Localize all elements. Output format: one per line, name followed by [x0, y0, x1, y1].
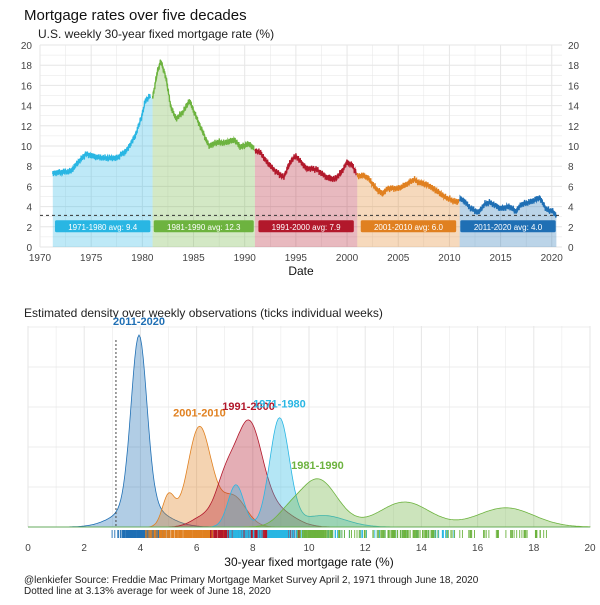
y-tick-label-right: 8: [568, 162, 574, 173]
x-tick-label: 6: [194, 543, 200, 554]
density-label-2011-2020: 2011-2020: [113, 316, 165, 328]
y-tick-label-right: 12: [568, 122, 580, 133]
decade-area-1971-1980: [52, 93, 153, 248]
x-tick-label: 2010: [438, 253, 461, 264]
x-tick-label: 8: [250, 543, 256, 554]
caption-note: Dotted line at 3.13% average for week of…: [24, 586, 271, 597]
density-label-1981-1990: 1981-1990: [291, 460, 344, 472]
x-tick-label: 1990: [234, 253, 257, 264]
avg-label-text: 1971-1980 avg: 9.4: [68, 223, 137, 232]
y-tick-label-right: 20: [568, 41, 580, 52]
x-tick-label: 1975: [80, 253, 103, 264]
y-tick-label-left: 2: [26, 223, 32, 234]
x-tick-label: 10: [303, 543, 315, 554]
rate-line-1981-1990: [151, 59, 255, 151]
x-tick-label: 4: [138, 543, 144, 554]
rate-line-2011-2020: [459, 194, 557, 218]
x-tick-label: 2: [81, 543, 87, 554]
avg-label-1981-1990: 1981-1990 avg: 12.3: [153, 220, 254, 233]
rate-line-1971-1980: [52, 93, 152, 178]
x-axis-label: 30-year fixed mortgage rate (%): [224, 555, 393, 569]
rate-line-2001-2010: [356, 172, 460, 206]
y-tick-label-left: 20: [21, 41, 33, 52]
y-tick-label-left: 12: [21, 122, 33, 133]
avg-label-box: [54, 220, 151, 233]
avg-label-1991-2000: 1991-2000 avg: 7.9: [258, 220, 354, 233]
x-tick-label: 16: [472, 543, 484, 554]
chart-title: Mortgage rates over five decades: [24, 7, 247, 24]
y-tick-label-right: 18: [568, 61, 580, 72]
y-tick-label-right: 14: [568, 102, 580, 113]
y-tick-label-left: 8: [26, 162, 32, 173]
x-tick-label: 2000: [336, 253, 359, 264]
caption-source: @lenkiefer Source: Freddie Mac Primary M…: [24, 575, 479, 586]
x-tick-label: 2020: [541, 253, 564, 264]
x-tick-label: 20: [584, 543, 596, 554]
y-tick-label-right: 10: [568, 142, 580, 153]
avg-label-box: [460, 220, 556, 233]
y-tick-label-left: 14: [21, 102, 33, 113]
x-tick-label: 1995: [285, 253, 308, 264]
avg-label-box: [153, 220, 254, 233]
avg-label-2001-2010: 2001-2010 avg: 6.0: [360, 220, 457, 233]
avg-label-2011-2020: 2011-2020 avg: 4.0: [460, 220, 556, 233]
density-chart-title: Estimated density over weekly observatio…: [24, 306, 383, 320]
x-tick-label: 1985: [182, 253, 205, 264]
x-tick-label: 2005: [387, 253, 410, 264]
avg-label-box: [258, 220, 354, 233]
x-tick-label: 12: [360, 543, 372, 554]
decade-area-1981-1990: [152, 59, 255, 247]
rate-line-1991-2000: [254, 148, 357, 183]
x-tick-label: 14: [416, 543, 428, 554]
x-tick-label: 0: [25, 543, 31, 554]
y-tick-label-right: 16: [568, 81, 580, 92]
y-tick-label-left: 6: [26, 182, 32, 193]
x-axis-label: Date: [288, 264, 314, 278]
avg-label-text: 2011-2020 avg: 4.0: [474, 223, 543, 232]
density-label-1971-1980: 1971-1980: [253, 399, 306, 411]
y-tick-label-right: 0: [568, 243, 574, 254]
y-tick-label-right: 2: [568, 223, 574, 234]
x-tick-label: 1980: [131, 253, 154, 264]
x-tick-label: 18: [528, 543, 540, 554]
density-label-1991-2000: 1991-2000: [222, 401, 275, 413]
avg-label-1971-1980: 1971-1980 avg: 9.4: [54, 220, 151, 233]
avg-label-text: 1981-1990 avg: 12.3: [167, 223, 241, 232]
avg-label-box: [360, 220, 457, 233]
y-tick-label-right: 6: [568, 182, 574, 193]
x-tick-label: 2015: [489, 253, 512, 264]
y-tick-label-left: 10: [21, 142, 33, 153]
y-tick-label-left: 4: [26, 203, 32, 214]
y-tick-label-left: 18: [21, 61, 33, 72]
density-label-2001-2010: 2001-2010: [173, 407, 226, 419]
y-tick-label-left: 0: [26, 243, 32, 254]
avg-label-text: 2001-2010 avg: 6.0: [374, 223, 443, 232]
x-tick-label: 1970: [29, 253, 52, 264]
avg-label-text: 1991-2000 avg: 7.9: [272, 223, 341, 232]
density-area-1981-1990: [28, 478, 591, 528]
chart-subtitle: U.S. weekly 30-year fixed mortgage rate …: [38, 27, 274, 41]
y-tick-label-left: 16: [21, 81, 33, 92]
y-tick-label-right: 4: [568, 203, 574, 214]
